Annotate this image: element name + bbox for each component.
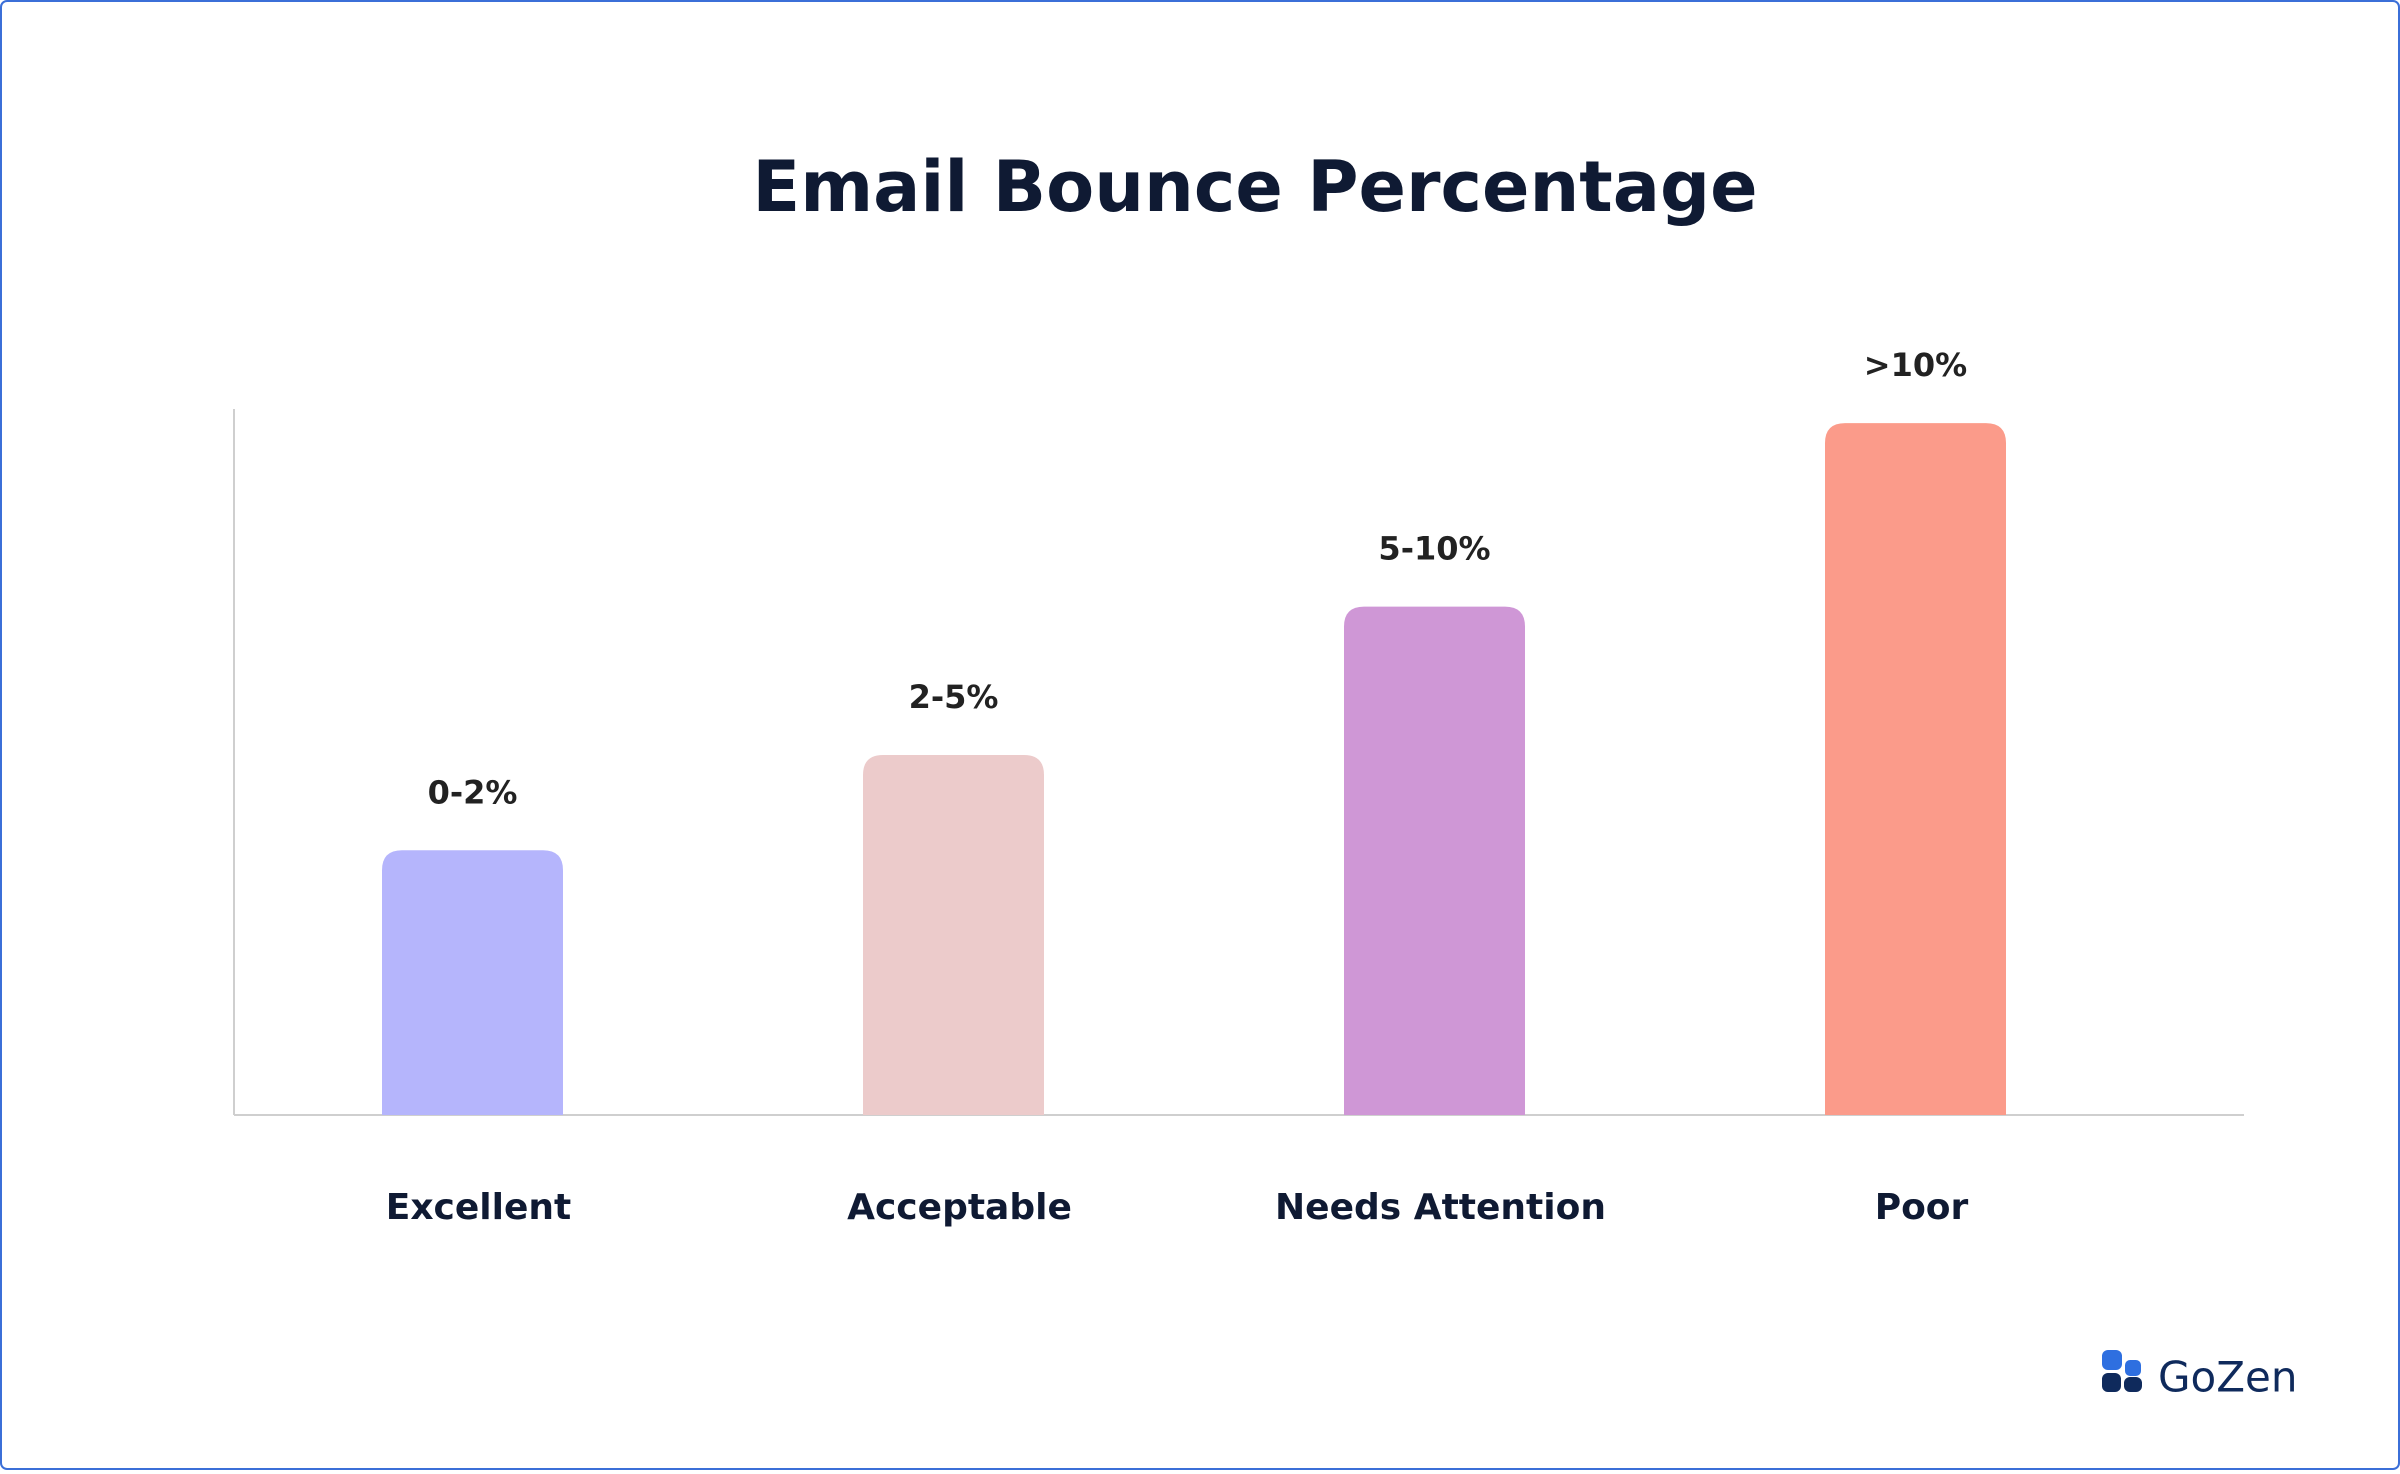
bar-label: 5-10% xyxy=(1378,530,1490,568)
bar xyxy=(1825,423,2006,1115)
brand-name: GoZen xyxy=(2158,1353,2297,1402)
x-tick-label: Poor xyxy=(1875,1187,1969,1228)
bar-label: 2-5% xyxy=(909,678,999,716)
logo-icon xyxy=(2102,1350,2142,1392)
x-tick-label: Needs Attention xyxy=(1275,1187,1606,1228)
bar-label: 0-2% xyxy=(428,773,518,811)
chart-title: Email Bounce Percentage xyxy=(752,146,1757,228)
bar xyxy=(382,850,563,1115)
x-tick-label: Excellent xyxy=(386,1187,572,1228)
x-tick-label: Acceptable xyxy=(847,1187,1072,1228)
bar xyxy=(863,754,1044,1115)
bar xyxy=(1344,606,1525,1115)
bar-label: >10% xyxy=(1864,346,1967,384)
